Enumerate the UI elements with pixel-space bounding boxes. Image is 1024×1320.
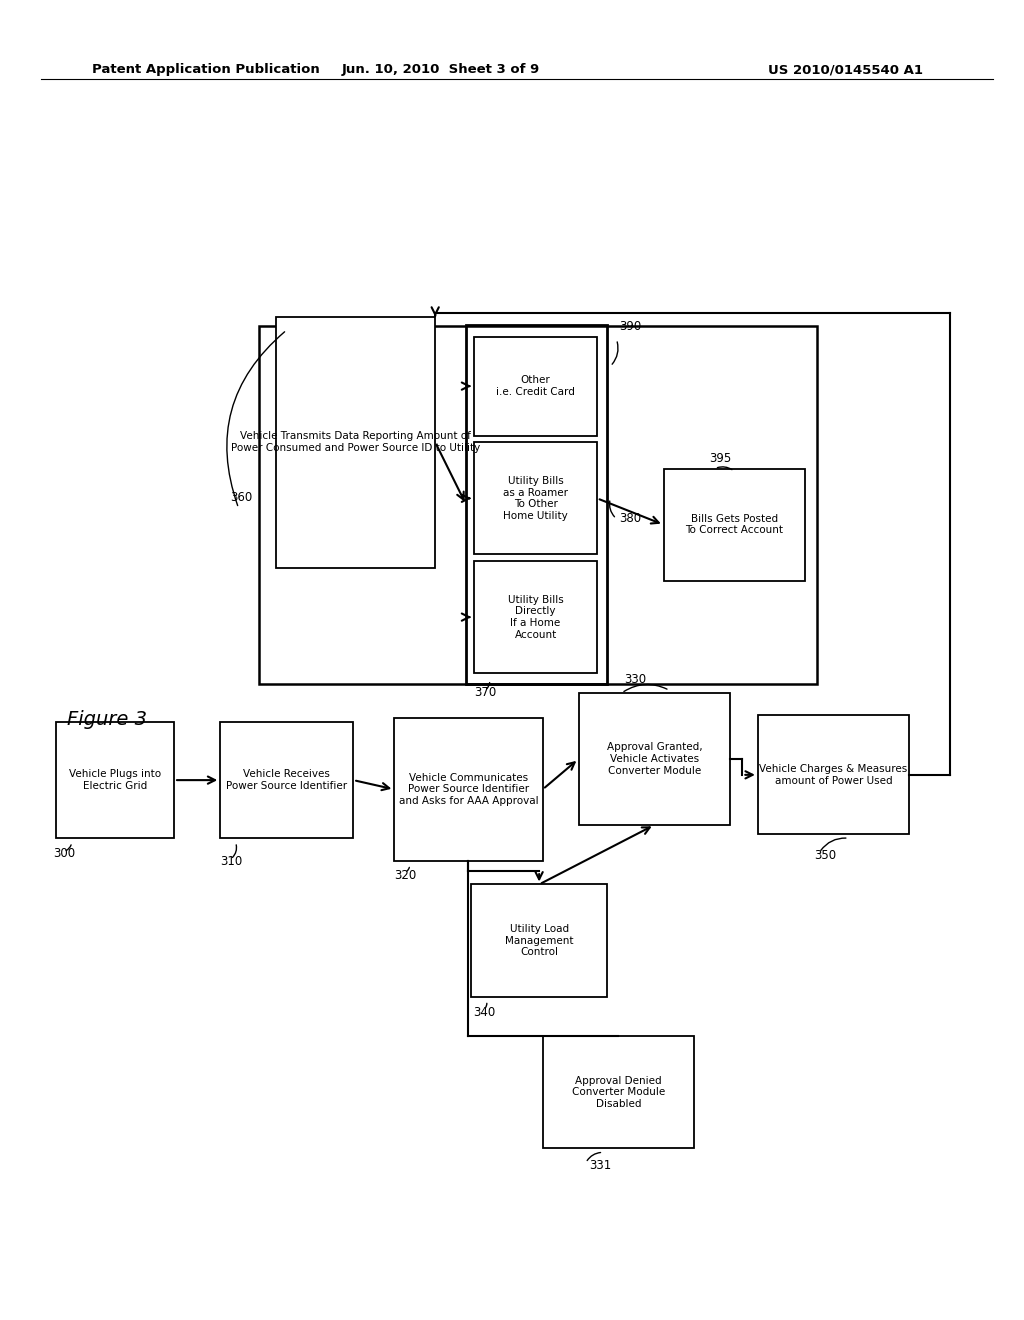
Text: Bills Gets Posted
To Correct Account: Bills Gets Posted To Correct Account	[685, 513, 783, 536]
Text: Jun. 10, 2010  Sheet 3 of 9: Jun. 10, 2010 Sheet 3 of 9	[341, 63, 540, 77]
Text: 310: 310	[220, 855, 243, 869]
Text: Utility Bills
as a Roamer
To Other
Home Utility: Utility Bills as a Roamer To Other Home …	[503, 477, 568, 520]
FancyBboxPatch shape	[664, 469, 805, 581]
Text: Patent Application Publication: Patent Application Publication	[92, 63, 319, 77]
Text: 320: 320	[394, 869, 417, 882]
Text: 380: 380	[620, 512, 642, 525]
Text: 350: 350	[814, 849, 837, 862]
FancyBboxPatch shape	[474, 337, 597, 436]
Text: Vehicle Transmits Data Reporting Amount of
Power Consumed and Power Source ID to: Vehicle Transmits Data Reporting Amount …	[231, 432, 480, 453]
FancyBboxPatch shape	[394, 718, 543, 861]
FancyBboxPatch shape	[474, 561, 597, 673]
Text: 300: 300	[53, 847, 76, 861]
FancyBboxPatch shape	[276, 317, 435, 568]
Text: Vehicle Charges & Measures
amount of Power Used: Vehicle Charges & Measures amount of Pow…	[760, 764, 907, 785]
FancyBboxPatch shape	[471, 884, 607, 997]
FancyBboxPatch shape	[758, 715, 909, 834]
Text: 331: 331	[589, 1159, 611, 1172]
Text: 395: 395	[710, 451, 732, 465]
FancyBboxPatch shape	[543, 1036, 694, 1148]
Text: Vehicle Communicates
Power Source Identifier
and Asks for AAA Approval: Vehicle Communicates Power Source Identi…	[398, 772, 539, 807]
Text: Approval Granted,
Vehicle Activates
Converter Module: Approval Granted, Vehicle Activates Conv…	[606, 742, 702, 776]
Text: Vehicle Receives
Power Source Identifier: Vehicle Receives Power Source Identifier	[226, 770, 347, 791]
Text: 360: 360	[230, 491, 253, 504]
Text: 340: 340	[473, 1006, 496, 1019]
Text: US 2010/0145540 A1: US 2010/0145540 A1	[768, 63, 923, 77]
FancyBboxPatch shape	[220, 722, 353, 838]
Text: Utility Load
Management
Control: Utility Load Management Control	[505, 924, 573, 957]
Text: 330: 330	[625, 673, 647, 686]
Text: Vehicle Plugs into
Electric Grid: Vehicle Plugs into Electric Grid	[70, 770, 161, 791]
FancyBboxPatch shape	[474, 442, 597, 554]
FancyBboxPatch shape	[579, 693, 730, 825]
FancyBboxPatch shape	[56, 722, 174, 838]
Text: Utility Bills
Directly
If a Home
Account: Utility Bills Directly If a Home Account	[508, 595, 563, 639]
Text: 390: 390	[620, 319, 642, 333]
Text: Figure 3: Figure 3	[67, 710, 146, 729]
Text: Other
i.e. Credit Card: Other i.e. Credit Card	[496, 375, 575, 397]
Text: 370: 370	[474, 686, 497, 700]
Text: Approval Denied
Converter Module
Disabled: Approval Denied Converter Module Disable…	[571, 1076, 666, 1109]
